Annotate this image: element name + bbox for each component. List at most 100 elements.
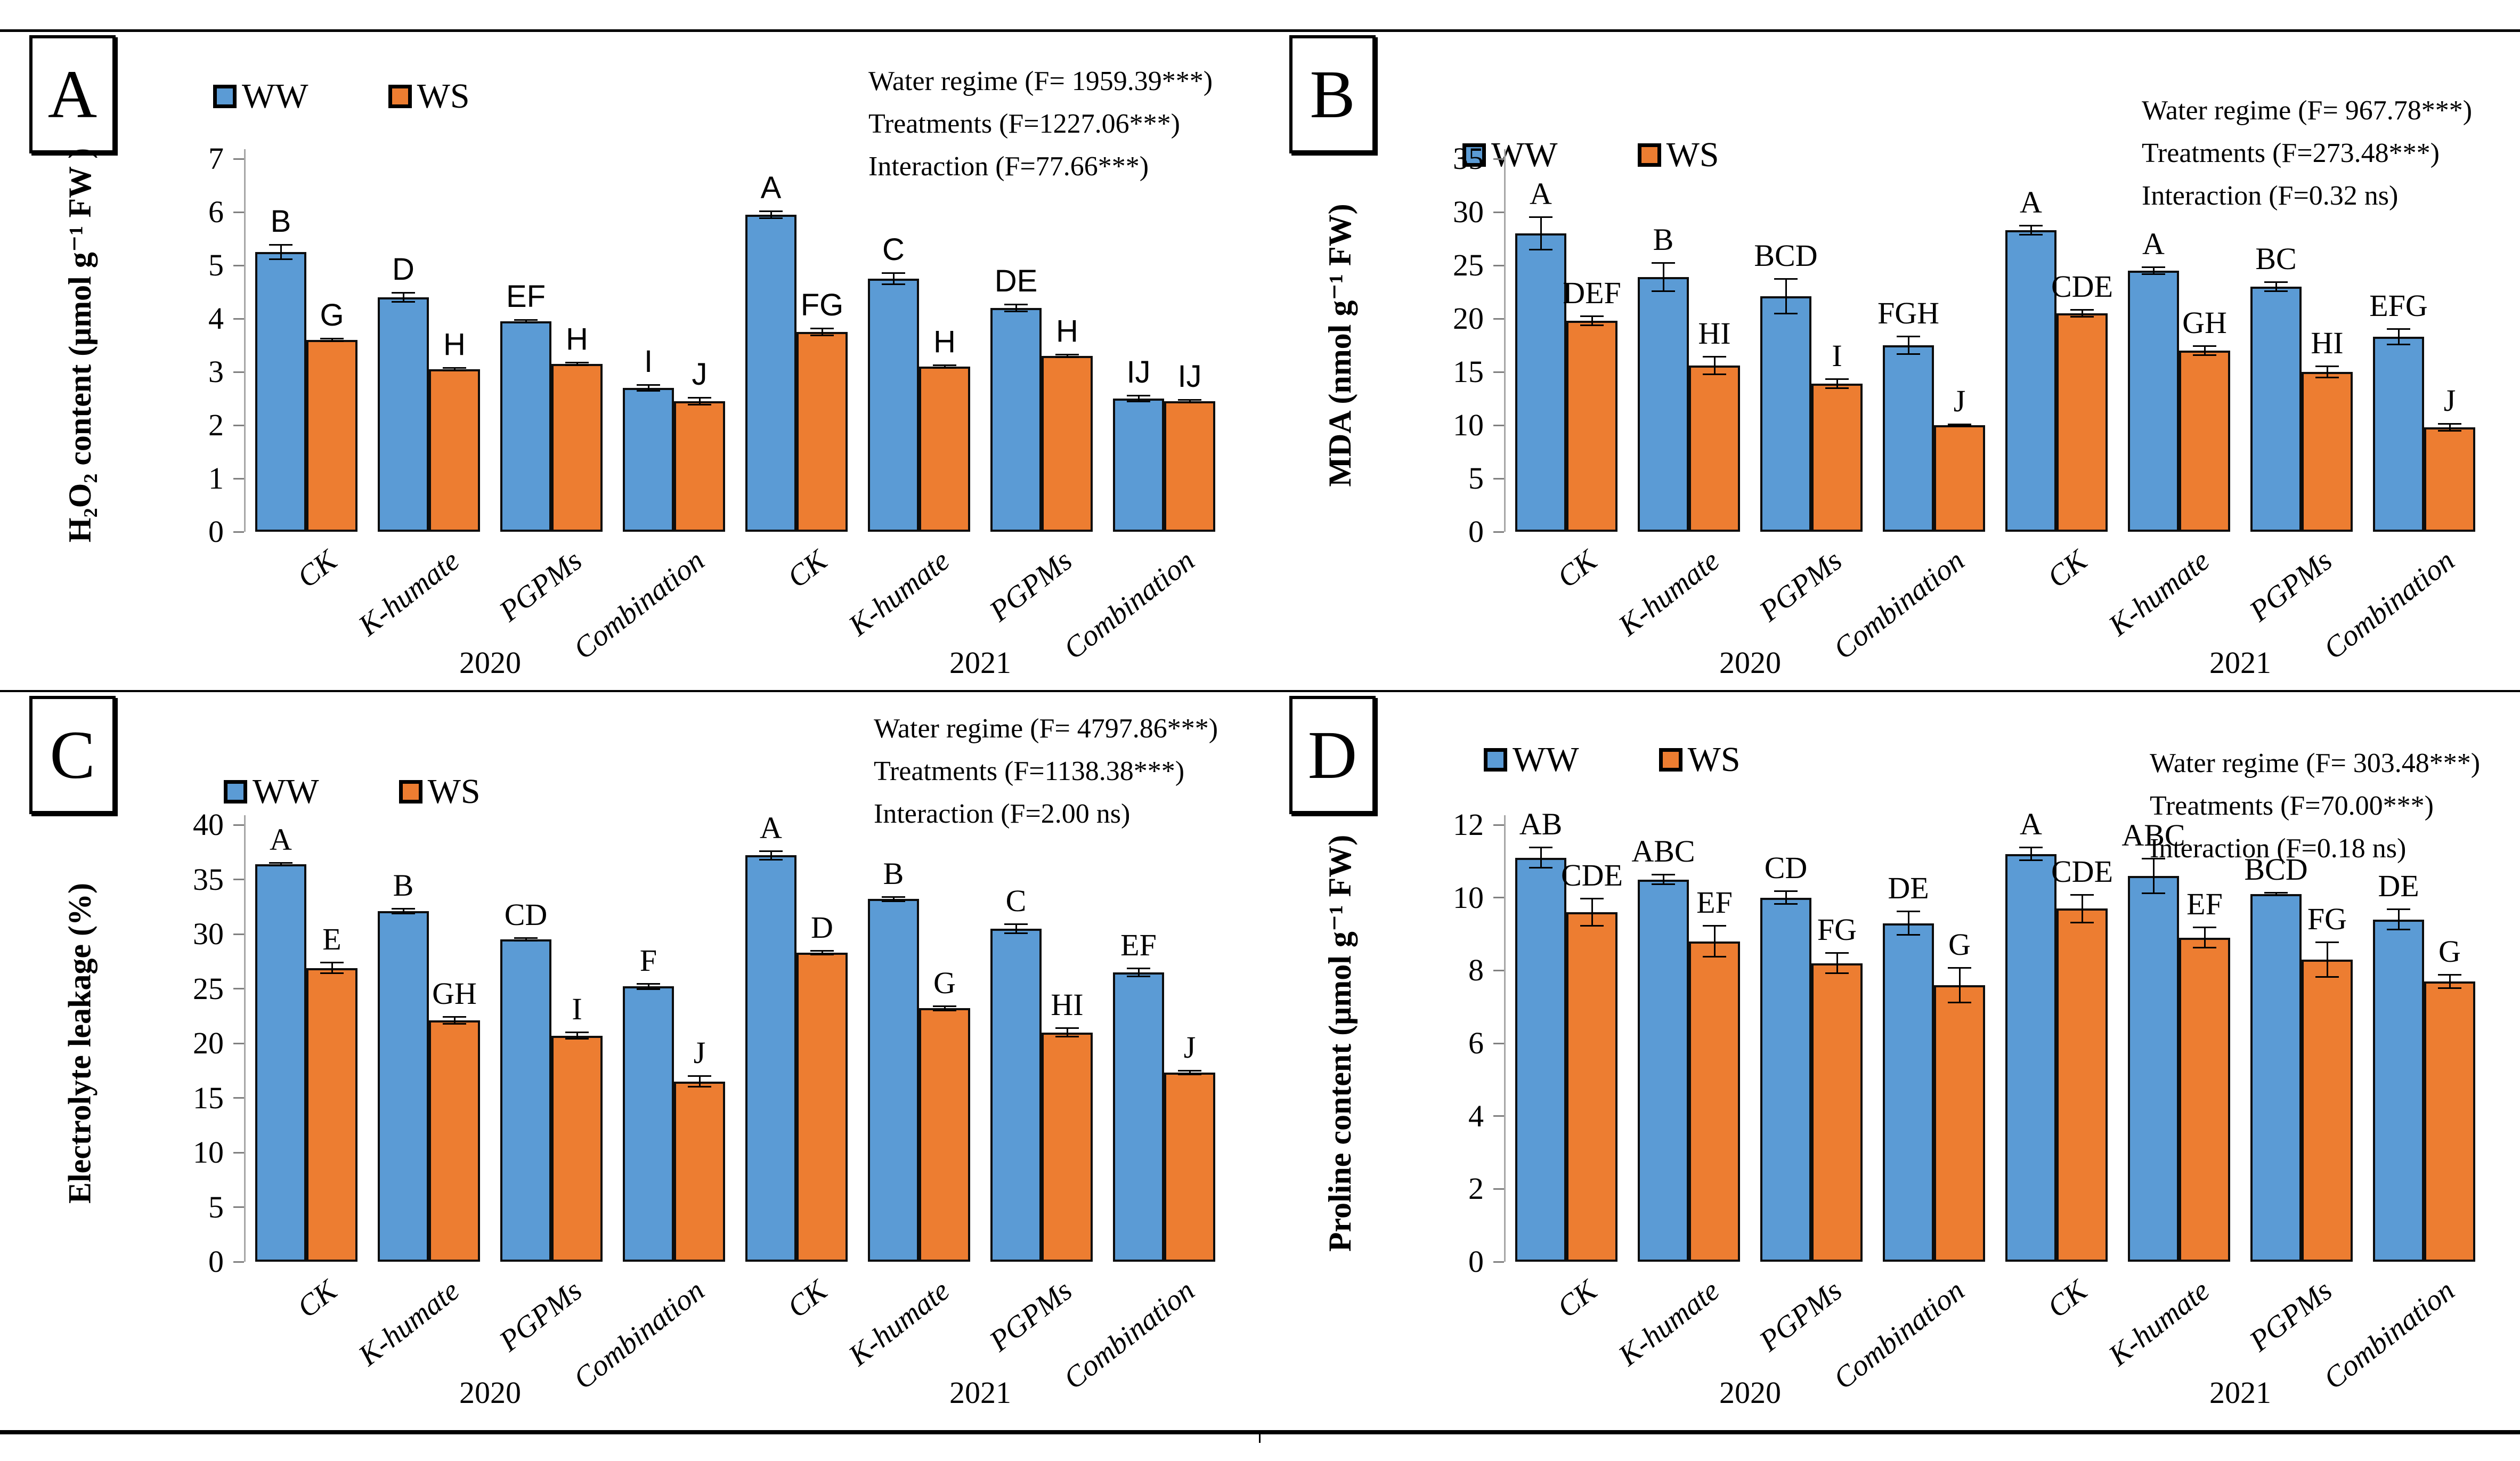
error-bar-cap-bottom <box>688 1086 711 1088</box>
error-bar-cap-top <box>1703 356 1726 358</box>
error-bar-line <box>647 384 649 392</box>
error-bar-line <box>402 292 404 303</box>
error-bar-line <box>525 319 527 323</box>
y-tick <box>1493 158 1504 160</box>
error-bar-line <box>647 983 649 990</box>
bar-ws <box>551 1035 603 1262</box>
bar-ws <box>1164 401 1215 532</box>
error-bar-cap-top <box>688 397 711 399</box>
stats-line: Treatments (F=70.00***) <box>2150 791 2434 821</box>
error-bar <box>1529 847 1552 869</box>
error-bar <box>1825 952 1849 975</box>
legend-label: WS <box>427 772 481 811</box>
y-tick <box>1493 531 1504 533</box>
error-bar-line <box>944 1005 946 1011</box>
error-bar-cap-top <box>1948 424 1971 425</box>
bar-ws <box>1811 384 1863 532</box>
bar-ws <box>919 1008 970 1262</box>
error-bar-cap-bottom <box>1897 353 1920 355</box>
year-label: 2020 <box>1719 645 1781 680</box>
rule-middle <box>0 690 2520 692</box>
error-bar-cap-bottom <box>1055 1035 1079 1037</box>
error-bar-cap-top <box>565 1032 589 1034</box>
sig-letter: A <box>2020 185 2042 220</box>
stats-line: Water regime (F= 1959.39***) <box>868 66 1213 96</box>
error-bar <box>2264 281 2288 292</box>
error-bar-cap-top <box>810 949 834 952</box>
bar-ws <box>551 364 603 532</box>
y-axis-line <box>244 149 246 532</box>
y-axis-title: MDA (nmol g⁻¹ FW) <box>1322 204 1357 487</box>
sig-letter: CDE <box>2051 269 2113 304</box>
error-bar-cap-top <box>2387 908 2410 911</box>
sig-letter: DEF <box>1563 275 1621 310</box>
error-bar-line <box>1662 874 1664 885</box>
bar-ws <box>919 367 970 532</box>
error-bar <box>1703 924 1726 958</box>
error-bar <box>1529 216 1552 250</box>
error-bar-cap-bottom <box>882 283 905 285</box>
error-bar-cap-bottom <box>514 940 538 942</box>
panel-label-box: A <box>29 35 116 153</box>
error-bar-line <box>821 328 823 336</box>
error-bar-cap-top <box>320 962 344 964</box>
stats-line: Treatments (F=273.48***) <box>2142 138 2440 168</box>
error-bar-cap-bottom <box>1825 972 1849 975</box>
y-tick-label: 2 <box>1468 1171 1484 1206</box>
error-bar-line <box>1713 924 1716 958</box>
error-bar-line <box>1907 336 1909 355</box>
y-tick <box>1493 477 1504 480</box>
legend-item-ww: WW <box>213 76 308 117</box>
error-bar <box>1652 874 1675 885</box>
legend: WW WS <box>224 772 481 812</box>
error-bar-line <box>698 1075 701 1088</box>
y-tick <box>1493 1115 1504 1117</box>
error-bar-line <box>2204 927 2206 949</box>
error-bar-line <box>944 364 946 369</box>
y-axis-line <box>1504 815 1506 1262</box>
error-bar <box>320 338 344 342</box>
error-bar-cap-top <box>1004 304 1028 305</box>
sig-letter: C <box>882 232 905 267</box>
bar-ww <box>1760 296 1811 532</box>
error-bar-cap-top <box>1004 923 1028 925</box>
legend-swatch-ww <box>1462 143 1486 167</box>
error-bar-cap-bottom <box>2193 947 2216 949</box>
error-bar-line <box>2449 423 2451 432</box>
error-bar-line <box>525 937 527 942</box>
sig-letter: H <box>443 327 466 362</box>
error-bar-line <box>1189 399 1191 403</box>
error-bar-cap-bottom <box>1825 387 1849 389</box>
error-bar-cap-bottom <box>1652 290 1675 292</box>
error-bar-cap-top <box>1897 910 1920 912</box>
error-bar-cap-bottom <box>2070 921 2094 923</box>
sig-letter: CD <box>504 897 548 932</box>
y-tick <box>233 264 244 266</box>
stats-block: Water regime (F= 1959.39***) Treatments (… <box>868 60 1273 188</box>
error-bar <box>810 328 834 336</box>
error-bar <box>759 850 783 861</box>
bar-ww <box>868 899 919 1262</box>
y-tick-label: 10 <box>1453 408 1484 442</box>
error-bar-line <box>2204 345 2206 356</box>
error-bar <box>2193 345 2216 356</box>
year-label: 2020 <box>1719 1375 1781 1410</box>
bar-ws <box>2179 351 2230 532</box>
panel-D: D WW WS Water regime (F= 303.48***) Treatmen… <box>1260 692 2520 1432</box>
error-bar-cap-bottom <box>1703 956 1726 958</box>
bar-ww <box>1638 879 1689 1262</box>
error-bar-cap-bottom <box>2315 377 2339 378</box>
sig-letter: H <box>1056 314 1078 348</box>
error-bar <box>443 367 466 371</box>
y-tick-label: 10 <box>1453 880 1484 915</box>
page-center-tick <box>1259 1434 1261 1443</box>
bar-ws <box>2424 427 2475 532</box>
sig-letter: IJ <box>1126 355 1151 389</box>
error-bar-cap-bottom <box>1529 867 1552 869</box>
error-bar-line <box>698 397 701 405</box>
bar-ww <box>500 939 551 1262</box>
error-bar-cap-top <box>1652 262 1675 264</box>
sig-letter: EF <box>1696 884 1733 920</box>
y-tick <box>1493 1188 1504 1190</box>
y-tick-label: 40 <box>193 807 224 842</box>
